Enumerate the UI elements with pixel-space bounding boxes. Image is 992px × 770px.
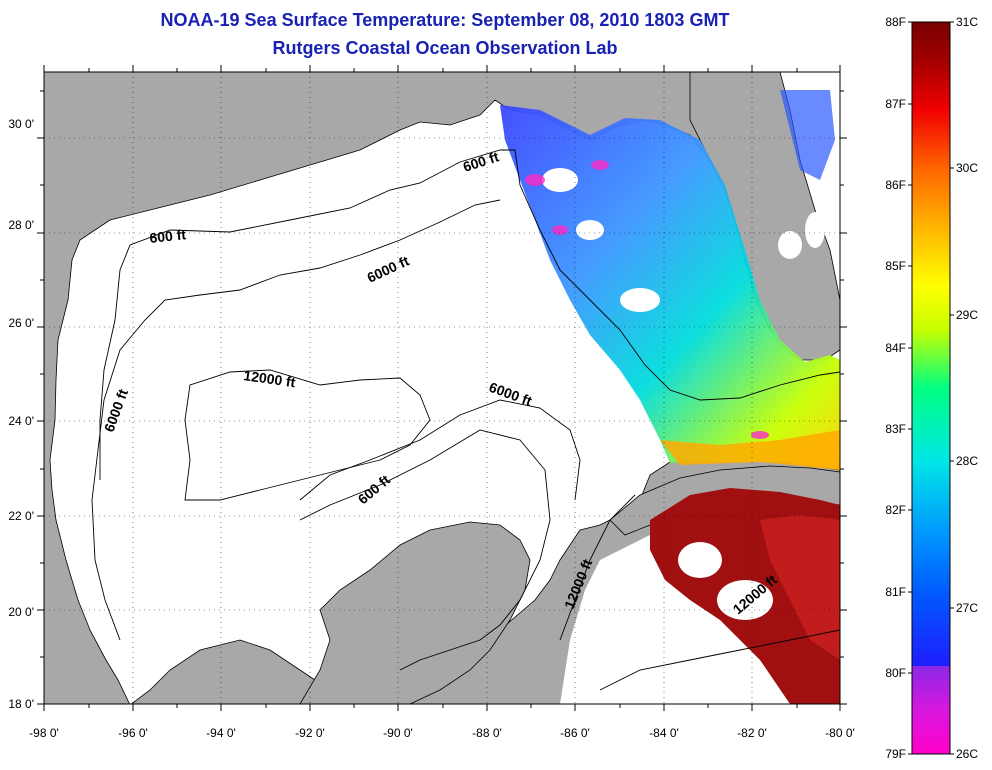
sst-florida-shelf [500, 105, 840, 470]
lat-tick-label: 18 0' [8, 697, 34, 711]
lat-tick-label: 26 0' [8, 316, 34, 330]
map-frame [43, 71, 841, 705]
sst-caribbean-hot [760, 515, 840, 660]
colorbar-f-label: 84F [885, 341, 906, 355]
colorbar-f-label: 87F [885, 97, 906, 111]
contour-label-12000ft-1: 12000 ft [243, 367, 297, 390]
colorbar-gradient [911, 21, 951, 755]
colorbar-c-label: 28C [956, 454, 978, 468]
lon-tick-label: -88 0' [472, 726, 502, 740]
contour-600ft-north [99, 149, 840, 480]
colorbar-c-label: 27C [956, 601, 978, 615]
map-title: NOAA-19 Sea Surface Temperature: Septemb… [160, 10, 730, 30]
map-subtitle: Rutgers Coastal Ocean Observation Lab [272, 38, 618, 58]
contour-6000ft-south [299, 399, 581, 501]
colorbar-c-label: 30C [956, 161, 978, 175]
sst-florida-keys [660, 430, 840, 470]
lon-tick-label: -82 0' [737, 726, 767, 740]
lon-tick-label: -80 0' [825, 726, 855, 740]
contour-600ft-yucatan [299, 429, 551, 671]
colorbar-f-label: 82F [885, 503, 906, 517]
contour-12000ft-east [559, 494, 636, 641]
lat-tick-label: 22 0' [8, 509, 34, 523]
colorbar-c-label: 26C [956, 747, 978, 761]
colorbar-c-label: 31C [956, 15, 978, 29]
colorbar-c-label: 29C [956, 308, 978, 322]
contour-label-600ft-2: 600 ft [149, 226, 187, 246]
colorbar-f-label: 80F [885, 666, 906, 680]
lat-tick-label: 20 0' [8, 605, 34, 619]
lat-tick-label: 24 0' [8, 414, 34, 428]
lon-tick-label: -98 0' [29, 726, 59, 740]
contour-12000ft [184, 369, 431, 501]
lon-tick-label: -86 0' [560, 726, 590, 740]
colorbar-f-label: 81F [885, 585, 906, 599]
lat-tick-label: 30 0' [8, 117, 34, 131]
lon-tick-label: -90 0' [383, 726, 413, 740]
lon-tick-label: -92 0' [295, 726, 325, 740]
sst-map: 600 ft 600 ft 6000 ft 6000 ft 12000 ft 6… [8, 65, 855, 740]
colorbar-f-label: 85F [885, 259, 906, 273]
colorbar-f-label: 83F [885, 422, 906, 436]
lon-tick-label: -94 0' [206, 726, 236, 740]
lon-tick-label: -84 0' [649, 726, 679, 740]
contour-6000ft-west [91, 199, 501, 641]
colorbar-f-label: 79F [885, 747, 906, 761]
lat-tick-label: 28 0' [8, 218, 34, 232]
contour-12000ft-caribbean [599, 629, 840, 691]
colorbar-f-label: 86F [885, 178, 906, 192]
temperature-colorbar: 88F 87F 86F 85F 84F 83F 82F 81F 80F 79F … [885, 15, 978, 761]
colorbar-f-label: 88F [885, 15, 906, 29]
lon-tick-label: -96 0' [118, 726, 148, 740]
sst-atlantic-cool [780, 90, 835, 180]
